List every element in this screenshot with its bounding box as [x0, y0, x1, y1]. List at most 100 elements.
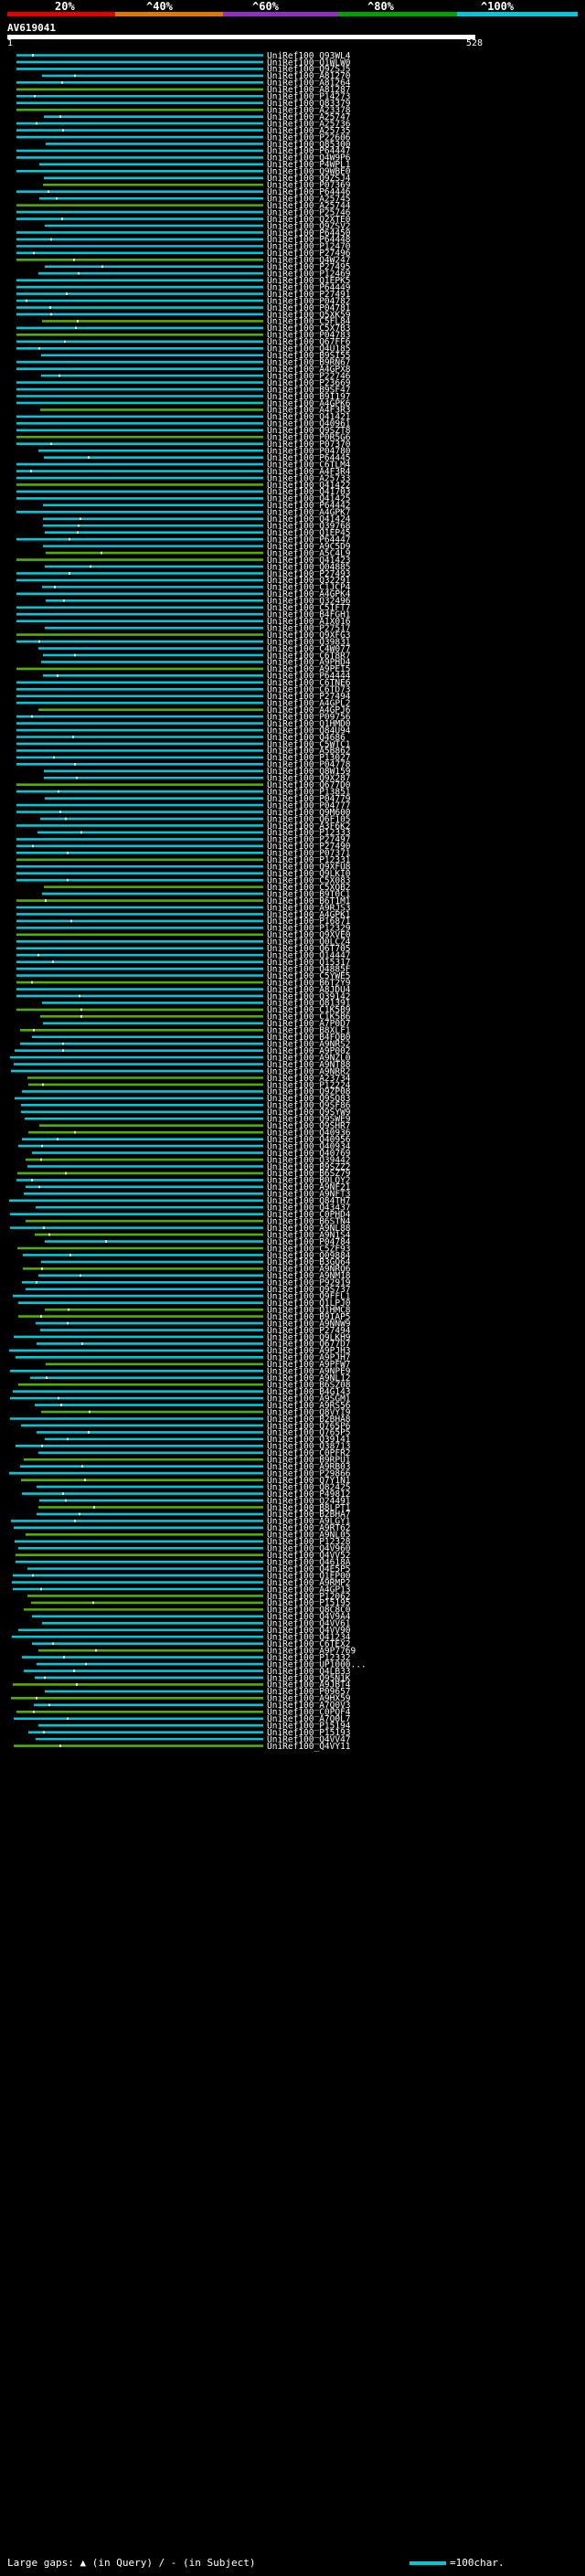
hit-id-link[interactable]: UniRef100_Q4LB33 [267, 1667, 351, 1677]
hit-id-link[interactable]: UniRef100_A4GPL2 [267, 699, 351, 709]
hit-id-link[interactable]: UniRef100_Q4VV47 [267, 1734, 351, 1744]
hit-id-link[interactable]: UniRef100_Q765P6 [267, 1421, 351, 1431]
hit-id-link[interactable]: UniRef100_Q1HMC8 [267, 1305, 351, 1315]
hit-id-link[interactable]: UniRef100_P49812 [267, 1489, 351, 1500]
hit-id-link[interactable]: UniRef100_P13851 [267, 787, 351, 797]
hit-id-link[interactable]: UniRef100_P4WPL1 [267, 160, 351, 170]
hit-id-link[interactable]: UniRef100_P12224 [267, 1080, 351, 1090]
hit-id-link[interactable]: UniRef100_P07370 [267, 440, 351, 450]
hit-id-link[interactable]: UniRef100_Q8W159 [267, 767, 351, 777]
hit-id-link[interactable]: UniRef100_B2BHA8 [267, 1415, 351, 1425]
hit-id-link[interactable]: UniRef100_A9PHD4 [267, 658, 351, 668]
hit-id-link[interactable]: UniRef100_B8XLF1 [267, 1026, 351, 1036]
hit-id-link[interactable]: UniRef100_C5FL84 [267, 317, 351, 327]
hit-id-link[interactable]: UniRef100_C5IFT7 [267, 603, 351, 613]
hit-id-link[interactable]: UniRef100_Q85300 [267, 140, 351, 150]
hit-id-link[interactable]: UniRef100_Q4VV90 [267, 1626, 351, 1636]
hit-id-link[interactable]: UniRef100_Q677D7 [267, 1340, 351, 1350]
hit-id-link[interactable]: UniRef100_Q9M600 [267, 808, 351, 818]
hit-id-link[interactable]: UniRef100_Q4V9A4 [267, 1612, 351, 1622]
hit-id-link[interactable]: UniRef100_P23669 [267, 378, 351, 388]
hit-id-link[interactable]: UniRef100_P13027 [267, 753, 351, 763]
hit-id-link[interactable]: UniRef100_P04777 [267, 800, 351, 811]
hit-id-link[interactable]: UniRef100_C5X083 [267, 875, 351, 885]
hit-id-link[interactable]: UniRef100_B9SF47 [267, 385, 351, 395]
hit-id-link[interactable]: UniRef100_Q83379 [267, 99, 351, 109]
hit-id-link[interactable]: UniRef100_P27494 [267, 692, 351, 702]
hit-id-link[interactable]: UniRef100_A4F3R4 [267, 467, 351, 477]
hit-id-link[interactable]: UniRef100_Q41424 [267, 514, 351, 525]
hit-id-link[interactable]: UniRef100_Q9XVE0 [267, 930, 351, 940]
hit-id-link[interactable]: UniRef100_A9PFW7 [267, 1360, 351, 1370]
hit-id-link[interactable]: UniRef100_A9NRQ6 [267, 1265, 351, 1275]
hit-id-link[interactable]: UniRef100_P04781 [267, 303, 351, 313]
hit-id-link[interactable]: UniRef100_Q9LKH9 [267, 1332, 351, 1342]
hit-id-link[interactable]: UniRef100_A9RMP2 [267, 1578, 351, 1588]
hit-id-link[interactable]: UniRef100_B6STN4 [267, 1216, 351, 1226]
hit-id-link[interactable]: UniRef100_A7Q0L7 [267, 1714, 351, 1724]
hit-id-link[interactable]: UniRef100_B9RN67 [267, 358, 351, 368]
hit-id-link[interactable]: UniRef100_C0PFR2 [267, 1448, 351, 1458]
hit-id-link[interactable]: UniRef100_A4GPK1 [267, 910, 351, 920]
hit-id-link[interactable]: UniRef100_C0PQF4 [267, 1708, 351, 1718]
hit-id-link[interactable]: UniRef100_A8JDU4 [267, 985, 351, 995]
hit-id-link[interactable]: UniRef100_Q9ZP08 [267, 1087, 351, 1097]
hit-id-link[interactable]: UniRef100_P64448 [267, 235, 351, 245]
hit-id-link[interactable]: UniRef100_P25746 [267, 207, 351, 217]
hit-id-link[interactable]: UniRef100_Q43437 [267, 1203, 351, 1214]
hit-id-link[interactable]: UniRef100_P04780 [267, 446, 351, 456]
hit-id-link[interactable]: UniRef100_A25744 [267, 201, 351, 211]
hit-id-link[interactable]: UniRef100_Q9FFL1 [267, 1292, 351, 1302]
hit-id-link[interactable]: UniRef100_P14273 [267, 92, 351, 102]
hit-id-link[interactable]: UniRef100_Q1EP00 [267, 1571, 351, 1581]
hit-id-link[interactable]: UniRef100_P07371 [267, 849, 351, 859]
hit-id-link[interactable]: UniRef100_P27496 [267, 249, 351, 259]
hit-id-link[interactable]: UniRef100_A9RT62 [267, 1523, 351, 1533]
hit-id-link[interactable]: UniRef100_Q81391 [267, 999, 351, 1009]
hit-id-link[interactable]: UniRef100_Q5XK59 [267, 310, 351, 320]
hit-id-link[interactable]: UniRef100_Q32496 [267, 597, 351, 607]
hit-id-link[interactable]: UniRef100_P04778 [267, 760, 351, 770]
hit-id-link[interactable]: UniRef100_C6TD73 [267, 685, 351, 695]
hit-id-link[interactable]: UniRef100_A4GPJ6 [267, 705, 351, 716]
hit-id-link[interactable]: UniRef100_Q9SQ83 [267, 1094, 351, 1104]
hit-id-link[interactable]: UniRef100_Q39142 [267, 991, 351, 1002]
hit-id-link[interactable]: UniRef100_B2BHA7 [267, 1510, 351, 1520]
hit-id-link[interactable]: UniRef100_P22746 [267, 371, 351, 381]
hit-id-link[interactable]: UniRef100_A81287 [267, 85, 351, 95]
hit-id-link[interactable]: UniRef100_Q41423 [267, 556, 351, 566]
hit-id-link[interactable]: UniRef100_Q4618A [267, 1557, 351, 1567]
hit-id-link[interactable]: UniRef100_A9RJS3 [267, 903, 351, 913]
hit-id-link[interactable]: UniRef100_P64446 [267, 187, 351, 197]
hit-id-link[interactable]: UniRef100_A9HX59 [267, 1694, 351, 1704]
hit-id-link[interactable]: UniRef100_A9P002 [267, 1046, 351, 1056]
hit-id-link[interactable]: UniRef100_P27495 [267, 262, 351, 272]
hit-id-link[interactable]: UniRef100_Q32291 [267, 576, 351, 586]
hit-id-link[interactable]: UniRef100_P64444 [267, 672, 351, 682]
hit-id-link[interactable]: UniRef100_P04779 [267, 794, 351, 804]
hit-id-link[interactable]: UniRef100_B9I197 [267, 392, 351, 402]
hit-id-link[interactable]: UniRef100_Q9ZSJ5 [267, 65, 351, 75]
hit-id-link[interactable]: UniRef100_P27490 [267, 842, 351, 852]
hit-id-link[interactable]: UniRef100_P12328 [267, 1537, 351, 1547]
hit-id-link[interactable]: UniRef100_B0LQY2 [267, 1176, 351, 1186]
hit-id-link[interactable]: UniRef100_Q4VV61 [267, 1619, 351, 1629]
hit-id-link[interactable]: UniRef100_A25747 [267, 112, 351, 122]
hit-id-link[interactable]: UniRef100_A23734 [267, 1074, 351, 1084]
hit-id-link[interactable]: UniRef100_Q41421 [267, 412, 351, 422]
hit-id-link[interactable]: UniRef100_P92919 [267, 1278, 351, 1288]
hit-id-link[interactable]: UniRef100_C1K5B9 [267, 1005, 351, 1015]
hit-id-link[interactable]: UniRef100_A9NPE9 [267, 1367, 351, 1377]
hit-id-link[interactable]: UniRef100_Q84U94 [267, 726, 351, 736]
hit-id-link[interactable]: UniRef100_P12062 [267, 1592, 351, 1602]
hit-id-link[interactable]: UniRef100_Q41425 [267, 494, 351, 504]
hit-id-link[interactable]: UniRef100_P64447 [267, 146, 351, 156]
hit-id-link[interactable]: UniRef100_A25745 [267, 194, 351, 204]
hit-id-link[interactable]: UniRef100_P04783 [267, 331, 351, 341]
hit-id-link[interactable]: UniRef100_A9P7769 [267, 1646, 356, 1656]
hit-id-link[interactable]: UniRef100_P09657 [267, 1687, 351, 1697]
hit-id-link[interactable]: UniRef100_P64449 [267, 282, 351, 292]
hit-id-link[interactable]: UniRef100_C1JCP4 [267, 583, 351, 593]
hit-id-link[interactable]: UniRef100_P22606 [267, 133, 351, 143]
hit-id-link[interactable]: UniRef100_P64442 [267, 501, 351, 511]
